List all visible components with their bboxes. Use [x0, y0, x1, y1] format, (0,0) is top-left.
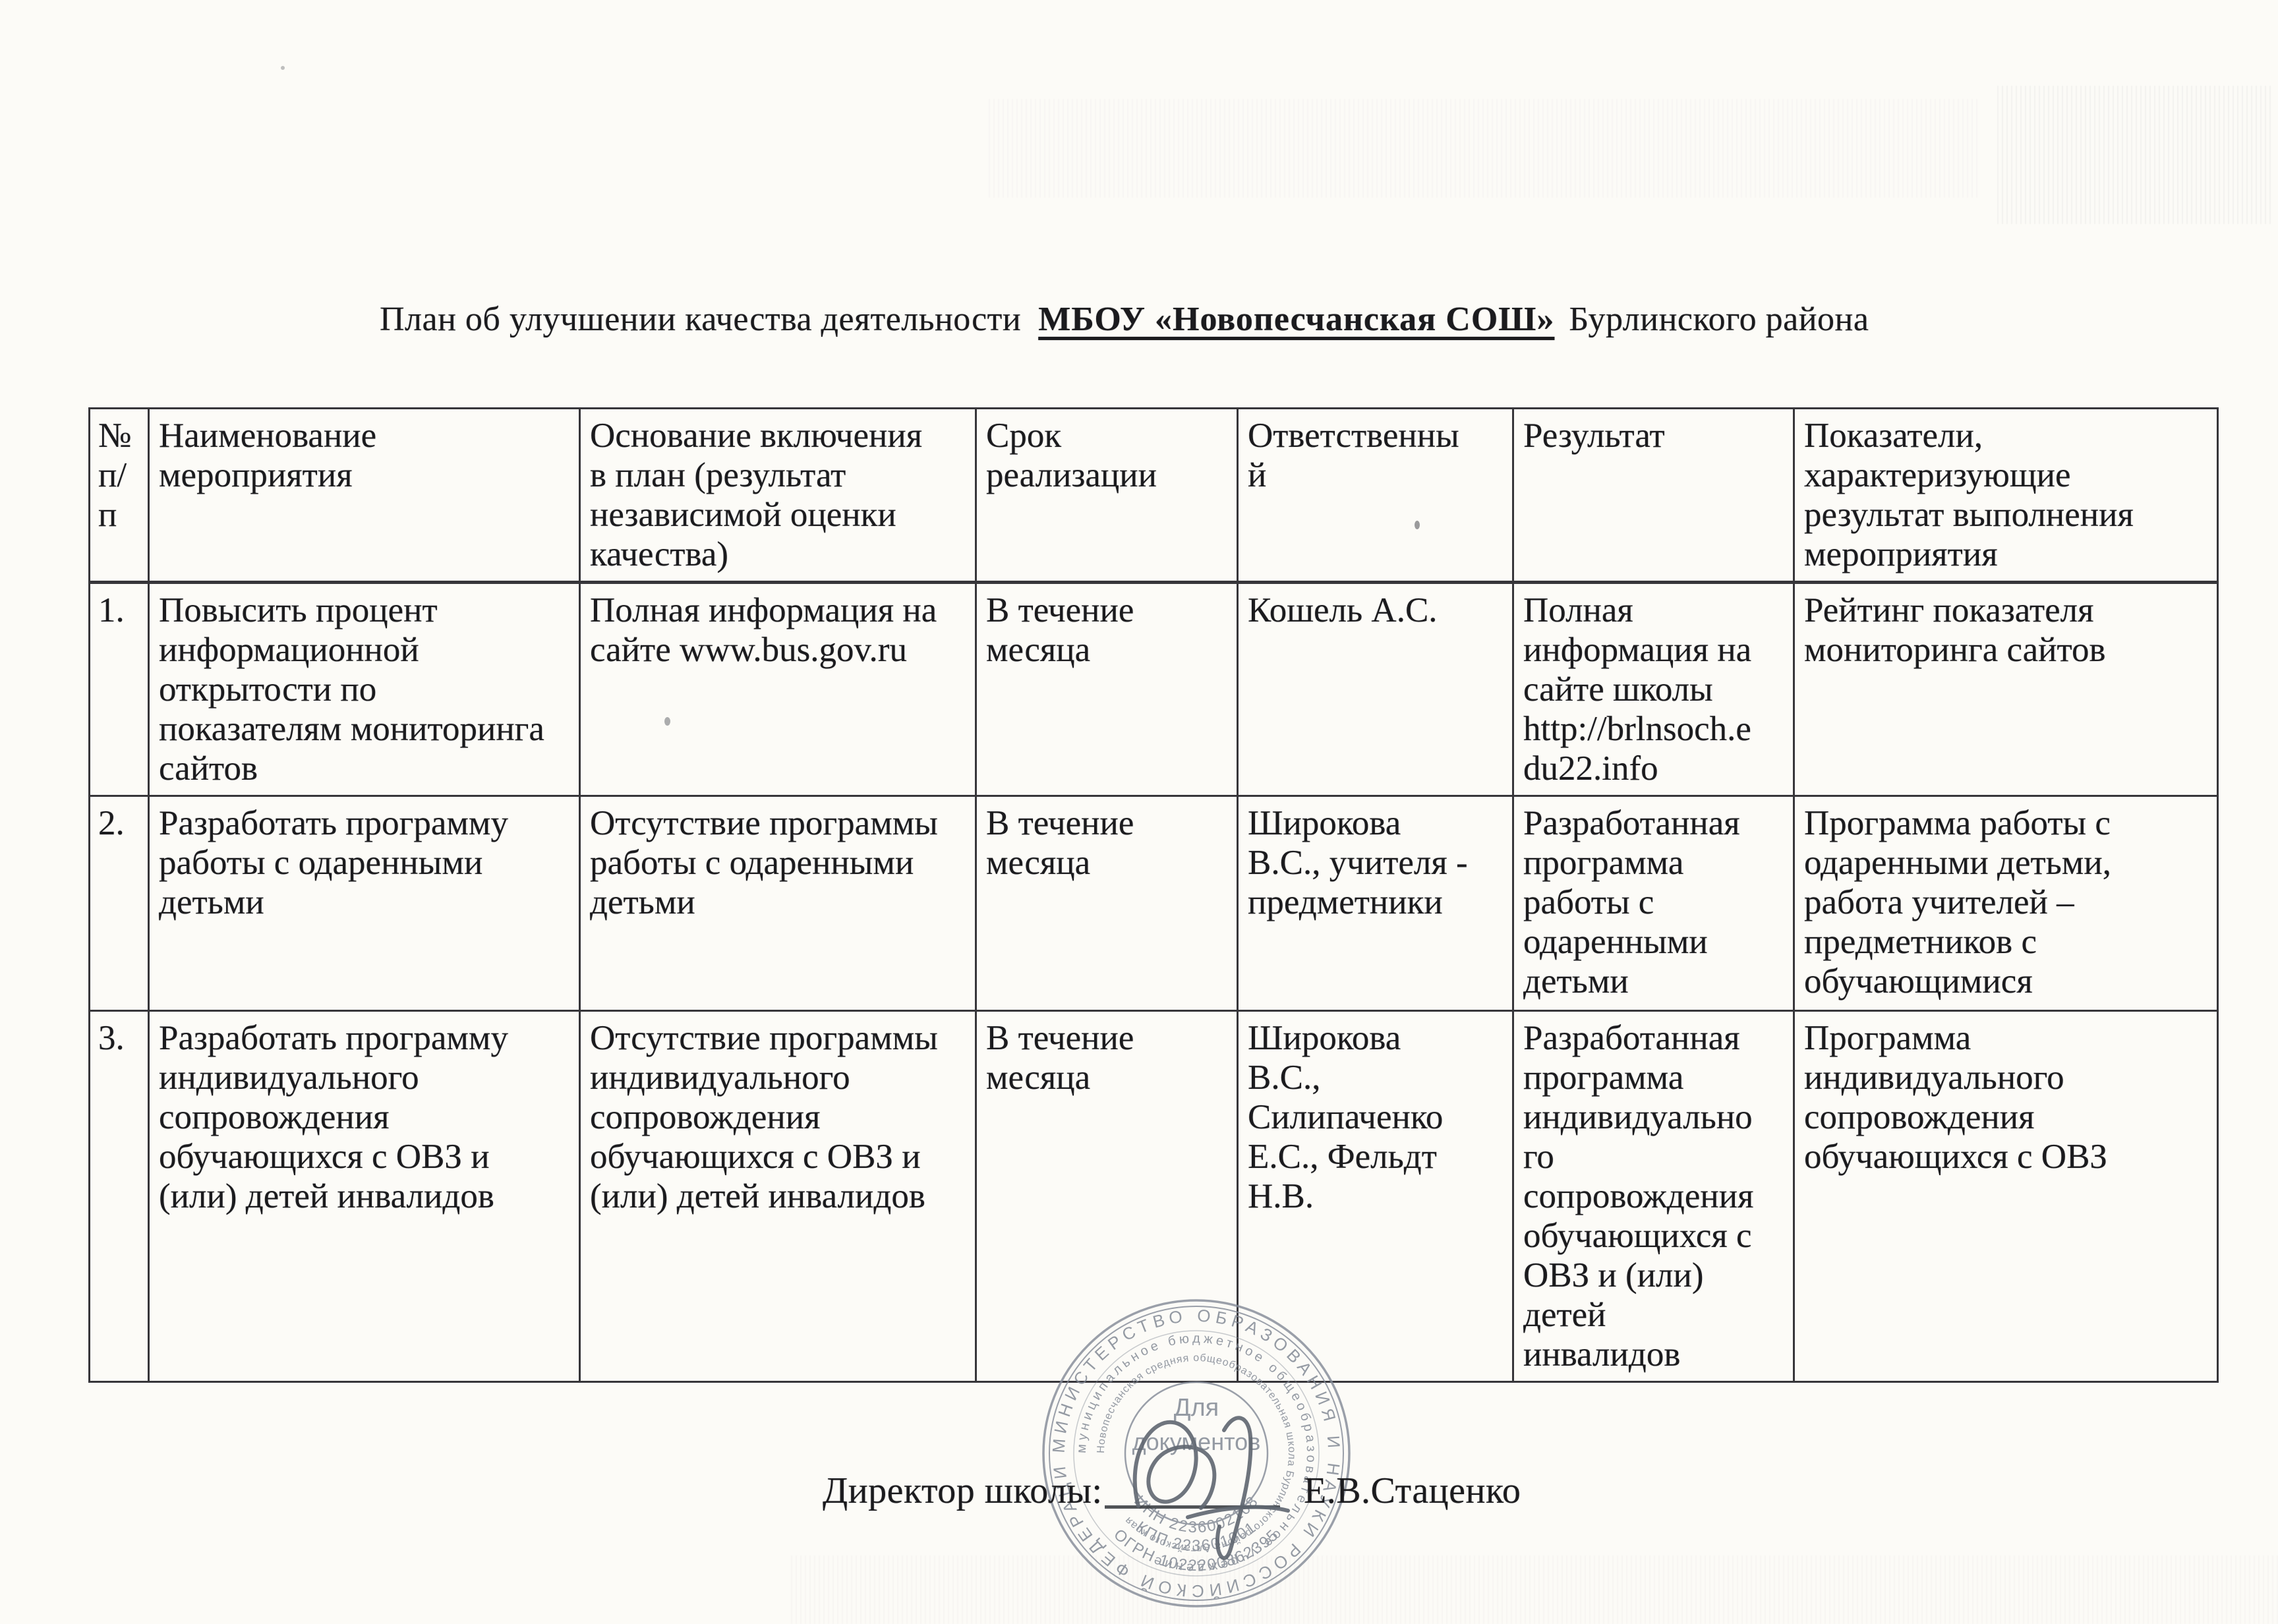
- cell-activity: Разработать программу работы с одаренным…: [148, 795, 581, 1012]
- cell-responsible: Широкова В.С., учителя - предметники: [1237, 795, 1514, 1012]
- cell-indicators: Программа индивидуального сопровождения …: [1793, 1010, 2219, 1383]
- title-school-name: МБОУ «Новопесчанская СОШ»: [1038, 301, 1555, 338]
- scan-noise: [1997, 86, 2274, 224]
- cell-activity: Повысить процент информационной открытос…: [148, 581, 581, 797]
- cell-activity: Разработать программу индивидуального со…: [148, 1010, 581, 1383]
- header-cell-activity: Наименование мероприятия: [148, 407, 581, 584]
- document-title: План об улучшении качества деятельности М…: [380, 298, 2107, 341]
- cell-basis: Отсутствие программы работы с одаренными…: [579, 795, 977, 1012]
- title-suffix: Бурлинского района: [1569, 301, 1869, 338]
- header-cell-number: № п/п: [88, 407, 150, 584]
- table-header-row: № п/п Наименование мероприятия Основание…: [88, 407, 2219, 584]
- cell-responsible: Кошель А.С.: [1237, 581, 1514, 797]
- cell-result: Полная информация на сайте школы http://…: [1512, 581, 1795, 797]
- cell-deadline: В течение месяца: [975, 581, 1239, 797]
- header-cell-indicators: Показатели, характеризующие результат вы…: [1793, 407, 2219, 584]
- cell-result: Разработанная программа индивидуального …: [1512, 1010, 1795, 1383]
- scan-noise: [791, 1555, 2278, 1624]
- stamp-center-line1: Для: [1174, 1394, 1219, 1422]
- cell-result: Разработанная программа работы с одаренн…: [1512, 795, 1795, 1012]
- plan-table: № п/п Наименование мероприятия Основание…: [88, 407, 2219, 1383]
- header-cell-result: Результат: [1512, 407, 1795, 584]
- scan-speckle: [281, 66, 285, 70]
- table-row: 3. Разработать программу индивидуального…: [88, 1010, 2219, 1383]
- signature-underline: [1105, 1505, 1280, 1509]
- table-row: 2. Разработать программу работы с одарен…: [88, 795, 2219, 1012]
- cell-indicators: Рейтинг показателя мониторинга сайтов: [1793, 581, 2219, 797]
- header-cell-basis: Основание включения в план (результат не…: [579, 407, 977, 584]
- stamp-rings: [1042, 1299, 1351, 1608]
- signature-scribble: [1132, 1416, 1290, 1560]
- cell-indicators: Программа работы с одаренными детьми, ра…: [1793, 795, 2219, 1012]
- cell-number: 3.: [88, 1010, 150, 1383]
- scan-noise: [989, 99, 1977, 198]
- signature-label: Директор школы:: [823, 1470, 1103, 1511]
- header-cell-responsible: Ответственный: [1237, 407, 1514, 584]
- cell-number: 2.: [88, 795, 150, 1012]
- signature-name: Е.В.Стаценко: [1304, 1470, 1521, 1511]
- table-row: 1. Повысить процент информационной откры…: [88, 581, 2219, 797]
- cell-basis: Полная информация на сайте www.bus.gov.r…: [579, 581, 977, 797]
- cell-deadline: В течение месяца: [975, 1010, 1239, 1383]
- cell-number: 1.: [88, 581, 150, 797]
- cell-basis: Отсутствие программы индивидуального соп…: [579, 1010, 977, 1383]
- cell-responsible: Широкова В.С., Силипаченко Е.С., Фельдт …: [1237, 1010, 1514, 1383]
- header-cell-deadline: Срок реализации: [975, 407, 1239, 584]
- cell-deadline: В течение месяца: [975, 795, 1239, 1012]
- title-prefix: План об улучшении качества деятельности: [380, 301, 1022, 338]
